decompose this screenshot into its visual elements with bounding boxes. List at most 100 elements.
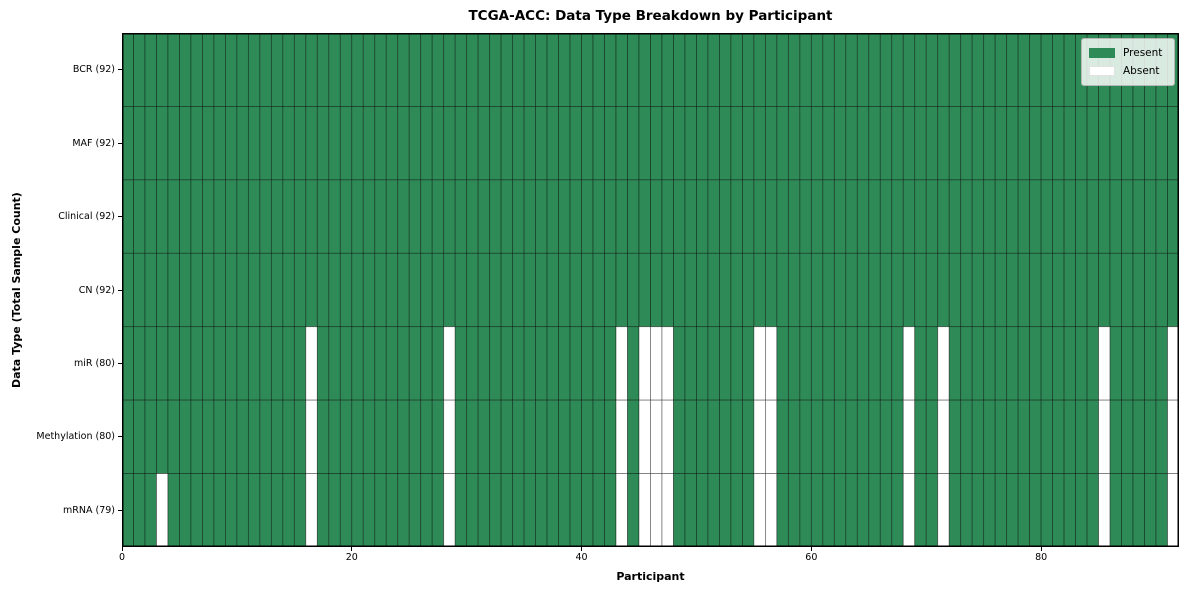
heatmap-cell <box>443 473 456 547</box>
heatmap-cell <box>523 252 537 328</box>
heatmap-cell <box>787 106 801 181</box>
legend-label-absent: Absent <box>1123 65 1160 77</box>
heatmap-cell <box>397 106 410 181</box>
heatmap-cell <box>225 326 238 401</box>
heatmap-cell <box>983 252 996 328</box>
heatmap-cell <box>477 106 491 181</box>
heatmap-cell <box>385 399 399 474</box>
heatmap-cell <box>810 106 824 181</box>
heatmap-cell <box>764 326 778 401</box>
heatmap-cell <box>420 106 433 181</box>
heatmap-cell <box>833 473 847 547</box>
heatmap-cell <box>351 473 364 547</box>
heatmap-cell <box>1086 326 1099 401</box>
heatmap-cell <box>523 33 537 107</box>
heatmap-cell <box>879 399 893 474</box>
heatmap-cell <box>1040 33 1054 107</box>
heatmap-cell <box>202 326 215 401</box>
heatmap-cell <box>546 473 559 547</box>
heatmap-cell <box>420 33 433 107</box>
heatmap-cell <box>994 179 1008 254</box>
heatmap-cell <box>225 179 238 254</box>
heatmap-cell <box>328 252 341 328</box>
heatmap-cell <box>707 326 720 401</box>
heatmap-cell <box>914 33 927 107</box>
heatmap-cell <box>615 326 628 401</box>
heatmap-cell <box>650 33 663 107</box>
heatmap-cell <box>983 399 996 474</box>
heatmap-cell <box>202 179 215 254</box>
heatmap-cell <box>879 326 893 401</box>
heatmap-cell <box>891 106 904 181</box>
heatmap-cell <box>799 33 812 107</box>
heatmap-cell <box>925 106 939 181</box>
heatmap-cell <box>443 106 456 181</box>
heatmap-cell <box>1029 33 1042 107</box>
heatmap-cell <box>558 106 571 181</box>
heatmap-cell <box>971 33 985 107</box>
heatmap-cell <box>179 179 192 254</box>
heatmap-cell <box>1006 106 1019 181</box>
heatmap-cell <box>810 326 824 401</box>
heatmap-cell <box>1029 473 1042 547</box>
heatmap-cell <box>362 252 376 328</box>
heatmap-cell <box>592 252 605 328</box>
heatmap-cell <box>810 179 824 254</box>
heatmap-cell <box>133 33 146 107</box>
heatmap-cell <box>523 326 537 401</box>
heatmap-cell <box>960 179 973 254</box>
heatmap-cell <box>1029 399 1042 474</box>
heatmap-cell <box>592 106 605 181</box>
heatmap-cell <box>994 399 1008 474</box>
heatmap-cell <box>1040 399 1054 474</box>
y-tick-label: MAF (92) <box>72 137 115 149</box>
heatmap-cell <box>696 399 709 474</box>
heatmap-cell <box>856 326 870 401</box>
heatmap-cell <box>822 399 835 474</box>
heatmap-cell <box>1017 326 1031 401</box>
heatmap-cell <box>891 179 904 254</box>
heatmap-cell <box>167 399 180 474</box>
heatmap-cell <box>1029 179 1042 254</box>
heatmap-cell <box>937 252 950 328</box>
heatmap-cell <box>638 252 651 328</box>
heatmap-cell <box>454 252 468 328</box>
heatmap-cell <box>1121 473 1134 547</box>
heatmap-cell <box>822 179 835 254</box>
heatmap-cell <box>179 326 192 401</box>
heatmap-cell <box>845 473 858 547</box>
heatmap-cell <box>742 252 755 328</box>
heatmap-cell <box>190 179 203 254</box>
heatmap-cell <box>1132 473 1145 547</box>
heatmap-cell <box>328 179 341 254</box>
heatmap-cell <box>454 179 468 254</box>
heatmap-cell <box>1132 179 1145 254</box>
heatmap-cell <box>339 399 353 474</box>
heatmap-cell <box>914 179 927 254</box>
present-swatch-icon <box>1089 48 1115 58</box>
heatmap-cell <box>868 179 881 254</box>
heatmap-cell <box>1017 33 1031 107</box>
heatmap-cell <box>1144 252 1157 328</box>
heatmap-cell <box>937 326 950 401</box>
heatmap-cell <box>1109 473 1122 547</box>
heatmap-cell <box>994 473 1008 547</box>
heatmap-cell <box>845 252 858 328</box>
heatmap-cell <box>879 33 893 107</box>
heatmap-cell <box>259 33 272 107</box>
heatmap-cell <box>122 473 134 547</box>
heatmap-cell <box>1109 106 1122 181</box>
x-tick-label: 0 <box>118 552 126 563</box>
heatmap-cell <box>144 179 157 254</box>
heatmap-cell <box>891 252 904 328</box>
heatmap-cell <box>742 473 755 547</box>
heatmap-cell <box>282 252 295 328</box>
heatmap-cell <box>960 106 973 181</box>
heatmap-cell <box>833 106 847 181</box>
heatmap-cell <box>810 252 824 328</box>
heatmap-cell <box>719 179 732 254</box>
heatmap-cell <box>374 252 387 328</box>
heatmap-cell <box>581 252 594 328</box>
heatmap-cell <box>833 179 847 254</box>
heatmap-cell <box>776 33 789 107</box>
